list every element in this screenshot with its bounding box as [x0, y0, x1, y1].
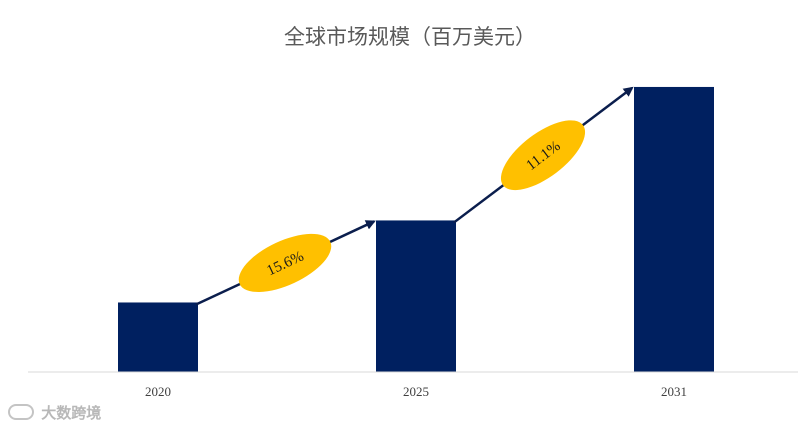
watermark: 大数跨境	[8, 402, 101, 423]
bar-2025	[376, 220, 456, 372]
x-tick-labels: 2020 2025 2031	[145, 384, 687, 399]
watermark-logo-icon	[8, 404, 34, 420]
growth-badge-2	[500, 120, 586, 191]
chart-title: 全球市场规模（百万美元）	[284, 25, 536, 49]
bars-group	[118, 86, 714, 372]
x-tick-2025: 2025	[403, 384, 429, 399]
x-tick-2020: 2020	[145, 384, 171, 399]
growth-annotations: 15.6%11.1%	[195, 86, 634, 306]
bar-2031	[634, 86, 714, 372]
bar-2020	[118, 302, 198, 372]
watermark-text: 大数跨境	[41, 404, 102, 422]
x-tick-2031: 2031	[661, 384, 687, 399]
growth-badge-1	[238, 233, 332, 293]
